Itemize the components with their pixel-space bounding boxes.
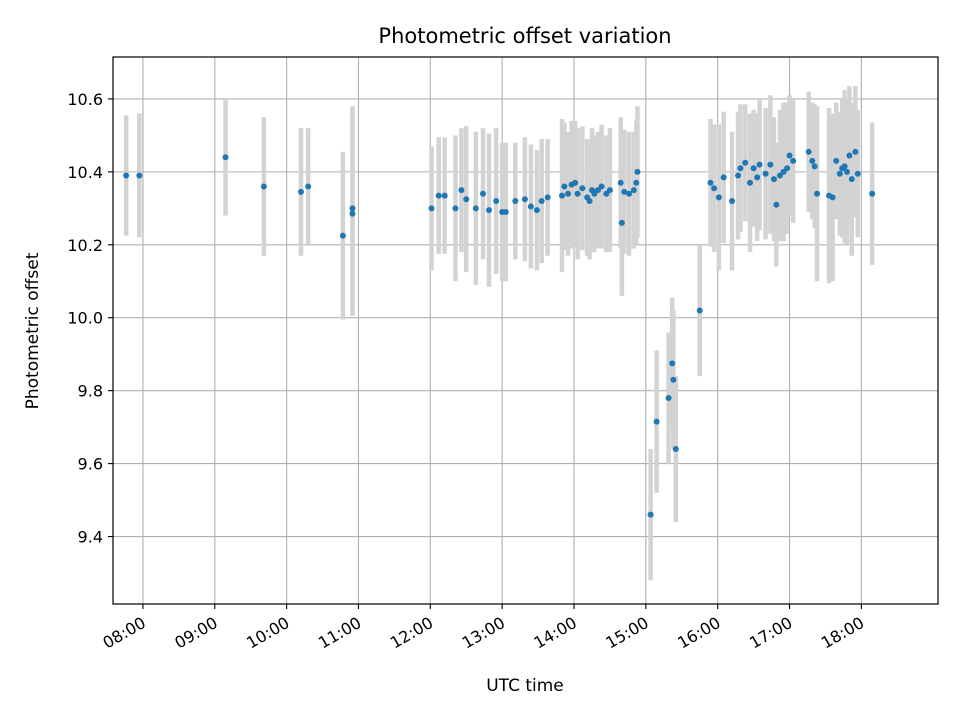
- data-point: [630, 187, 637, 194]
- data-point: [672, 446, 679, 453]
- data-point: [848, 176, 855, 183]
- data-point: [533, 207, 540, 214]
- data-point: [586, 198, 593, 205]
- data-point: [598, 183, 605, 190]
- data-point: [756, 161, 763, 168]
- data-point: [696, 307, 703, 314]
- data-point: [720, 174, 727, 181]
- data-point: [579, 185, 586, 192]
- data-point: [786, 152, 793, 159]
- data-point: [670, 376, 677, 383]
- data-point: [665, 394, 672, 401]
- data-point: [512, 198, 519, 205]
- data-point: [742, 159, 749, 166]
- data-point: [811, 163, 818, 170]
- data-point: [561, 183, 568, 190]
- data-point: [485, 207, 492, 214]
- data-point: [621, 188, 628, 195]
- data-point: [767, 161, 774, 168]
- data-point: [618, 219, 625, 226]
- data-point: [735, 172, 742, 179]
- data-point: [297, 188, 304, 195]
- data-points: [123, 148, 876, 518]
- data-point: [626, 190, 633, 197]
- data-point: [737, 165, 744, 172]
- y-axis-label: Photometric offset: [23, 252, 43, 409]
- data-point: [428, 205, 435, 212]
- data-point: [841, 163, 848, 170]
- data-point: [634, 168, 641, 175]
- data-point: [606, 187, 613, 194]
- data-point: [854, 170, 861, 177]
- data-point: [136, 172, 143, 179]
- y-tick-label: 9.4: [78, 528, 103, 547]
- x-axis-label: UTC time: [486, 676, 564, 696]
- data-point: [441, 192, 448, 199]
- data-point: [574, 190, 581, 197]
- data-point: [715, 194, 722, 201]
- data-point: [805, 148, 812, 155]
- data-point: [458, 187, 465, 194]
- data-point: [647, 511, 654, 518]
- data-point: [502, 208, 509, 215]
- data-point: [349, 210, 356, 217]
- data-point: [773, 201, 780, 208]
- data-point: [305, 183, 312, 190]
- data-point: [222, 154, 229, 161]
- data-point: [750, 165, 757, 172]
- data-point: [829, 194, 836, 201]
- data-point: [260, 183, 267, 190]
- data-point: [707, 179, 714, 186]
- plot-frame: [112, 56, 939, 605]
- data-point: [452, 205, 459, 212]
- data-point: [493, 198, 500, 205]
- y-tick-label: 9.6: [78, 455, 103, 474]
- y-tick-label: 9.8: [78, 382, 103, 401]
- data-point: [565, 190, 572, 197]
- data-point: [123, 172, 130, 179]
- data-point: [527, 203, 534, 210]
- data-point: [869, 190, 876, 197]
- y-tick-label: 10.2: [67, 236, 103, 255]
- data-point: [538, 198, 545, 205]
- data-point: [814, 190, 821, 197]
- data-point: [653, 418, 660, 425]
- data-point: [729, 198, 736, 205]
- data-point: [809, 157, 816, 164]
- data-point: [463, 196, 470, 203]
- data-point: [836, 170, 843, 177]
- data-point: [790, 157, 797, 164]
- data-point: [349, 205, 356, 212]
- data-point: [747, 179, 754, 186]
- data-point: [754, 174, 761, 181]
- data-point: [669, 360, 676, 367]
- data-point: [784, 165, 791, 172]
- chart-title: Photometric offset variation: [378, 24, 671, 48]
- data-point: [846, 152, 853, 159]
- y-tick-label: 10.6: [67, 90, 103, 109]
- data-point: [521, 196, 528, 203]
- y-axis-ticks: 9.4 9.6 9.8 10.0 10.2 10.4 10.6: [67, 90, 113, 547]
- data-point: [559, 192, 566, 199]
- data-point: [843, 168, 850, 175]
- data-point: [770, 176, 777, 183]
- data-point: [833, 157, 840, 164]
- data-point: [572, 179, 579, 186]
- data-point: [852, 148, 859, 155]
- data-point: [617, 179, 624, 186]
- data-point: [479, 190, 486, 197]
- data-point: [339, 232, 346, 239]
- data-point: [544, 194, 551, 201]
- data-point: [633, 179, 640, 186]
- data-point: [762, 170, 769, 177]
- data-point: [472, 205, 479, 212]
- data-point: [435, 192, 442, 199]
- data-point: [711, 185, 718, 192]
- y-tick-label: 10.4: [67, 163, 103, 182]
- y-tick-label: 10.0: [67, 309, 103, 328]
